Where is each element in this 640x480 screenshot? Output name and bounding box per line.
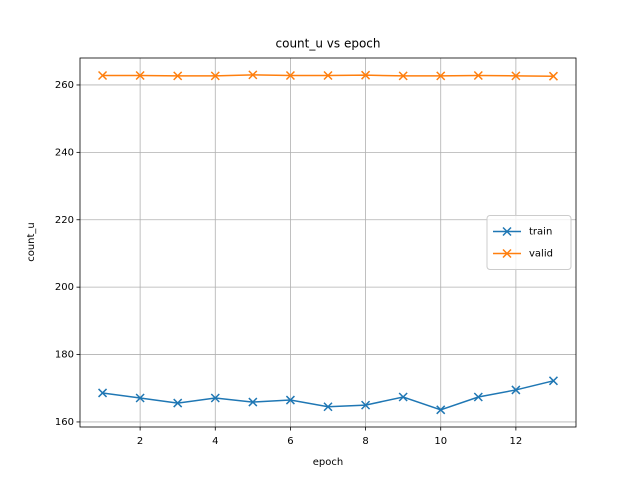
y-tick-label: 220 [55, 215, 74, 226]
y-tick-label: 180 [55, 350, 74, 361]
x-tick-label: 8 [362, 436, 368, 447]
y-tick-label: 260 [55, 80, 74, 91]
point-marker [398, 71, 408, 81]
point-marker [285, 70, 295, 81]
y-tick-label: 240 [55, 147, 74, 158]
point-marker [210, 393, 220, 403]
x-tick-label: 4 [212, 436, 218, 447]
point-marker [473, 70, 483, 81]
point-marker [135, 70, 145, 81]
point-marker [511, 71, 521, 81]
point-marker [98, 388, 108, 398]
x-tick-label: 10 [434, 436, 447, 447]
point-marker [248, 397, 258, 407]
legend-label: valid [529, 249, 553, 260]
plot [98, 70, 558, 415]
legend-box [486, 215, 572, 270]
y-axis-label: count_u [26, 222, 37, 262]
point-marker [361, 70, 371, 80]
legend-label: train [529, 227, 552, 238]
point-marker [285, 395, 295, 405]
x-tick-label: 6 [287, 436, 293, 447]
x-axis-label: epoch [313, 457, 343, 468]
y-tick-label: 160 [55, 417, 74, 428]
point-marker [323, 70, 333, 81]
point-marker [548, 376, 558, 386]
point-marker [511, 385, 521, 395]
point-marker [173, 71, 183, 81]
x-tick-label: 2 [137, 436, 143, 447]
point-marker [323, 402, 333, 412]
point-marker [135, 393, 145, 403]
x-tick-label: 12 [510, 436, 523, 447]
y-tick-label: 200 [55, 282, 74, 293]
legend-marker [502, 226, 512, 237]
point-marker [248, 70, 258, 80]
point-marker [548, 71, 558, 81]
point-marker [173, 398, 183, 408]
point-marker [98, 70, 108, 81]
point-marker [210, 71, 220, 81]
point-marker [398, 392, 408, 402]
chart-title: count_u vs epoch [276, 37, 381, 51]
axes-frame [79, 57, 577, 428]
point-marker [436, 71, 446, 81]
point-marker [436, 405, 446, 415]
point-marker [473, 392, 483, 402]
legend: train valid [486, 215, 572, 270]
point-marker [361, 400, 371, 410]
legend-marker [502, 248, 512, 259]
